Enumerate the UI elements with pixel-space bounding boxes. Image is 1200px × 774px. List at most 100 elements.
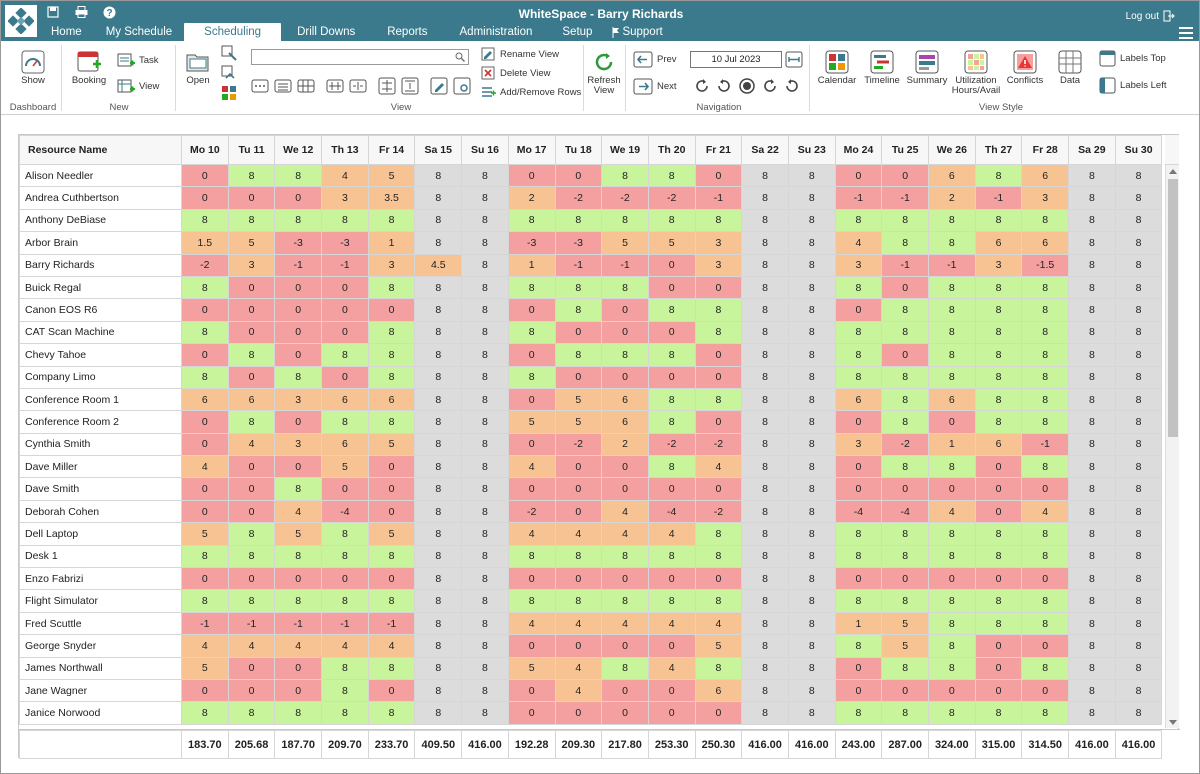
resource-name-cell[interactable]: James Northwall xyxy=(19,656,182,680)
availability-cell[interactable]: 8 xyxy=(647,589,696,613)
availability-cell[interactable]: 8 xyxy=(227,163,276,188)
availability-cell[interactable]: 2 xyxy=(507,186,556,210)
availability-cell[interactable]: 8 xyxy=(741,656,789,680)
availability-cell[interactable]: 8 xyxy=(507,275,556,300)
availability-cell[interactable]: 8 xyxy=(461,455,509,479)
availability-cell[interactable]: 8 xyxy=(787,701,836,725)
availability-cell[interactable]: 8 xyxy=(928,320,976,345)
availability-cell[interactable]: 0 xyxy=(601,477,649,501)
availability-cell[interactable]: 8 xyxy=(741,320,789,345)
availability-cell[interactable]: 0 xyxy=(507,477,556,501)
availability-cell[interactable]: 8 xyxy=(1068,656,1116,680)
availability-cell[interactable]: 5 xyxy=(367,163,416,188)
day-header[interactable]: Th 27 xyxy=(974,135,1023,165)
availability-cell[interactable]: 8 xyxy=(414,432,463,457)
availability-cell[interactable]: 8 xyxy=(321,522,369,546)
availability-cell[interactable]: 8 xyxy=(461,678,509,703)
availability-cell[interactable]: 8 xyxy=(321,410,369,434)
availability-cell[interactable]: 8 xyxy=(787,499,836,524)
day-header[interactable]: Mo 17 xyxy=(507,135,556,165)
availability-cell[interactable]: 8 xyxy=(928,589,976,613)
availability-cell[interactable]: 0 xyxy=(274,186,323,210)
tab-my-schedule[interactable]: My Schedule xyxy=(105,26,173,38)
availability-cell[interactable]: 8 xyxy=(461,186,509,210)
availability-cell[interactable]: 6 xyxy=(181,387,229,412)
availability-cell[interactable]: 8 xyxy=(1021,365,1070,389)
edit-view-icon[interactable] xyxy=(430,77,448,95)
resource-name-cell[interactable]: Canon EOS R6 xyxy=(19,298,182,322)
availability-cell[interactable]: 8 xyxy=(787,163,836,188)
availability-cell[interactable]: 0 xyxy=(181,432,229,457)
resource-name-header[interactable]: Resource Name xyxy=(19,135,182,165)
availability-cell[interactable]: 8 xyxy=(321,544,369,569)
availability-cell[interactable]: 0 xyxy=(181,678,229,703)
availability-cell[interactable]: -2 xyxy=(507,499,556,524)
day-header[interactable]: Sa 15 xyxy=(414,135,463,165)
help-icon[interactable]: ? xyxy=(101,5,117,19)
availability-cell[interactable]: 8 xyxy=(787,567,836,591)
availability-cell[interactable]: 8 xyxy=(274,544,323,569)
availability-cell[interactable]: 8 xyxy=(974,343,1023,367)
availability-cell[interactable]: 8 xyxy=(1114,544,1163,569)
availability-cell[interactable]: 4 xyxy=(601,522,649,546)
availability-cell[interactable]: 3 xyxy=(321,186,369,210)
availability-cell[interactable]: 0 xyxy=(274,275,323,300)
availability-cell[interactable]: 8 xyxy=(787,186,836,210)
resource-name-cell[interactable]: Buick Regal xyxy=(19,275,182,300)
availability-cell[interactable]: 8 xyxy=(1114,701,1163,725)
availability-cell[interactable]: 0 xyxy=(974,499,1023,524)
availability-cell[interactable]: 8 xyxy=(414,410,463,434)
availability-cell[interactable]: 8 xyxy=(414,387,463,412)
grid-layout-icon[interactable] xyxy=(274,77,292,95)
availability-cell[interactable]: 3 xyxy=(227,253,276,277)
availability-cell[interactable]: 8 xyxy=(881,231,929,255)
availability-cell[interactable]: 0 xyxy=(834,163,883,188)
availability-cell[interactable]: 0 xyxy=(647,320,696,345)
availability-cell[interactable]: 8 xyxy=(1114,611,1163,636)
availability-cell[interactable]: 8 xyxy=(787,522,836,546)
availability-cell[interactable]: 8 xyxy=(881,455,929,479)
availability-cell[interactable]: 4 xyxy=(274,634,323,658)
availability-cell[interactable]: 0 xyxy=(694,567,743,591)
availability-cell[interactable]: 8 xyxy=(1114,208,1163,233)
availability-cell[interactable]: 8 xyxy=(741,611,789,636)
availability-cell[interactable]: 8 xyxy=(647,410,696,434)
day-header[interactable]: Fr 28 xyxy=(1021,135,1070,165)
grid-layout-icon[interactable] xyxy=(251,77,269,95)
resource-name-cell[interactable]: Anthony DeBiase xyxy=(19,208,182,233)
availability-cell[interactable]: 0 xyxy=(928,567,976,591)
forward-far-icon[interactable] xyxy=(783,77,801,95)
availability-cell[interactable]: 3 xyxy=(367,253,416,277)
availability-cell[interactable]: 8 xyxy=(741,634,789,658)
availability-cell[interactable]: -4 xyxy=(834,499,883,524)
availability-cell[interactable]: 0 xyxy=(227,678,276,703)
date-field[interactable]: 10 Jul 2023 xyxy=(690,51,782,68)
availability-cell[interactable]: 0 xyxy=(227,455,276,479)
availability-cell[interactable]: 0 xyxy=(274,678,323,703)
availability-cell[interactable]: 0 xyxy=(694,410,743,434)
availability-cell[interactable]: 8 xyxy=(1021,275,1070,300)
availability-cell[interactable]: 0 xyxy=(694,343,743,367)
availability-cell[interactable]: 8 xyxy=(974,544,1023,569)
availability-cell[interactable]: 8 xyxy=(647,544,696,569)
availability-cell[interactable]: 8 xyxy=(1068,611,1116,636)
availability-cell[interactable]: 8 xyxy=(1068,678,1116,703)
availability-cell[interactable]: 8 xyxy=(181,275,229,300)
availability-cell[interactable]: 0 xyxy=(274,567,323,591)
availability-cell[interactable]: -1 xyxy=(834,186,883,210)
availability-cell[interactable]: 0 xyxy=(507,701,556,725)
availability-cell[interactable]: 8 xyxy=(414,634,463,658)
availability-cell[interactable]: 8 xyxy=(367,701,416,725)
availability-cell[interactable]: 8 xyxy=(694,656,743,680)
availability-cell[interactable]: 0 xyxy=(647,634,696,658)
availability-cell[interactable]: 0 xyxy=(181,567,229,591)
availability-cell[interactable]: 0 xyxy=(928,410,976,434)
availability-cell[interactable]: 8 xyxy=(834,208,883,233)
app-logo[interactable] xyxy=(5,5,37,37)
resource-name-cell[interactable]: Janice Norwood xyxy=(19,701,182,725)
availability-cell[interactable]: -4 xyxy=(321,499,369,524)
availability-cell[interactable]: 8 xyxy=(461,387,509,412)
availability-cell[interactable]: 8 xyxy=(1068,387,1116,412)
availability-cell[interactable]: 8 xyxy=(414,163,463,188)
availability-cell[interactable]: 6 xyxy=(1021,163,1070,188)
